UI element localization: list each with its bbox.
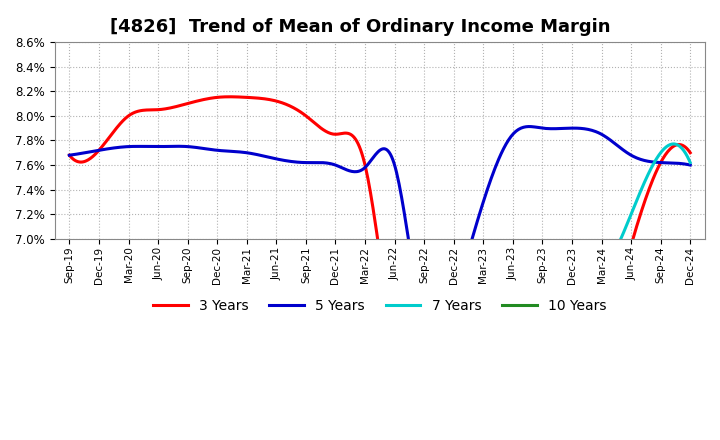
5 Years — [65, 153, 73, 158]
3 Years — [436, 416, 444, 422]
3 Years — [225, 94, 234, 99]
5 Years — [360, 165, 369, 171]
3 Years — [673, 142, 682, 147]
7 Years — [567, 279, 575, 285]
3 Years — [361, 165, 370, 170]
Text: [4826]  Trend of Mean of Ordinary Income Margin: [4826] Trend of Mean of Ordinary Income … — [109, 18, 611, 36]
5 Years — [401, 216, 410, 222]
3 Years — [65, 153, 73, 158]
7 Years — [400, 422, 408, 427]
7 Years — [670, 141, 678, 147]
7 Years — [686, 160, 695, 165]
Legend: 3 Years, 5 Years, 7 Years, 10 Years: 3 Years, 5 Years, 7 Years, 10 Years — [148, 293, 612, 319]
7 Years — [531, 282, 540, 288]
7 Years — [680, 149, 688, 154]
5 Years — [526, 124, 534, 129]
5 Years — [436, 333, 444, 338]
5 Years — [364, 161, 372, 167]
7 Years — [551, 280, 559, 286]
3 Years — [402, 389, 411, 394]
3 Years — [686, 150, 695, 155]
Line: 7 Years: 7 Years — [395, 144, 690, 425]
5 Years — [686, 162, 695, 168]
3 Years — [577, 364, 585, 369]
5 Years — [430, 338, 438, 343]
7 Years — [633, 196, 642, 201]
3 Years — [365, 183, 374, 188]
7 Years — [533, 282, 541, 288]
Line: 3 Years: 3 Years — [69, 97, 690, 440]
5 Years — [673, 161, 682, 166]
5 Years — [577, 126, 585, 131]
Line: 5 Years: 5 Years — [69, 127, 690, 341]
7 Years — [390, 418, 399, 424]
